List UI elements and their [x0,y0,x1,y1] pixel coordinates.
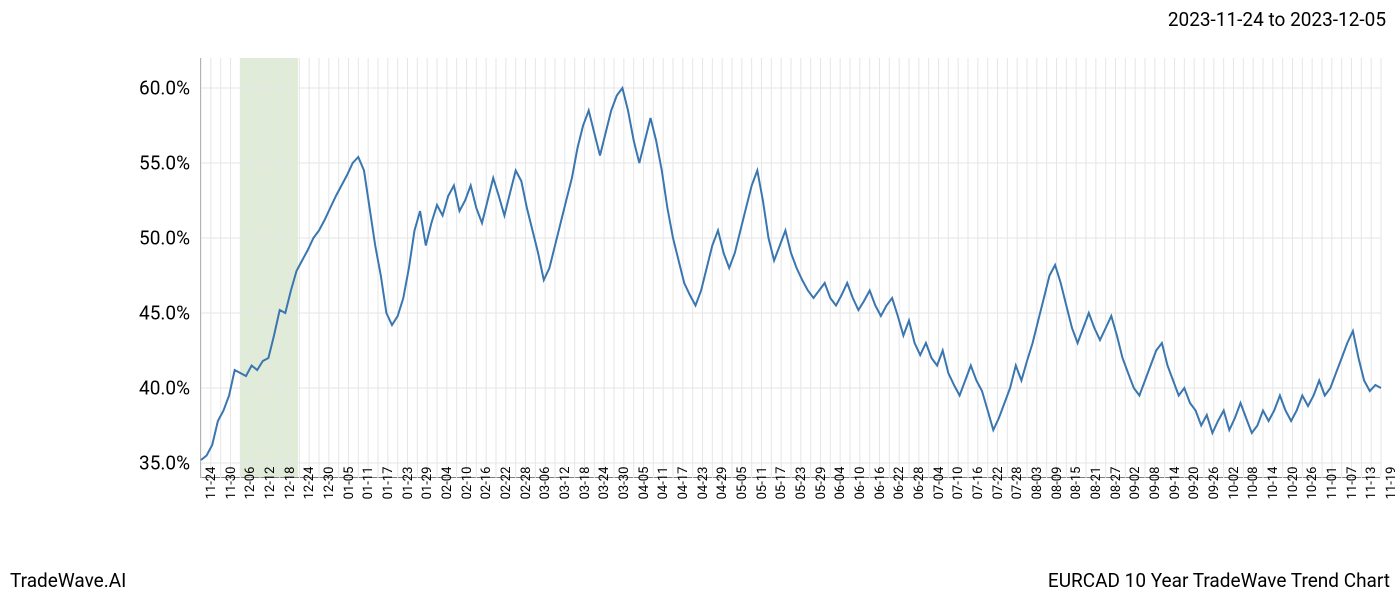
x-tick-label: 08-15 [1069,467,1084,500]
x-tick-label: 11-24 [204,467,219,500]
x-tick-label: 07-28 [1010,467,1025,500]
x-tick-label: 11-13 [1364,467,1379,500]
x-tick-label: 11-30 [224,467,239,500]
x-tick-label: 10-02 [1227,467,1242,500]
x-tick-label: 04-23 [696,467,711,500]
y-tick-label: 50.0% [139,227,190,250]
x-tick-label: 04-17 [676,467,691,500]
x-tick-label: 02-10 [460,467,475,500]
x-tick-label: 07-04 [932,467,947,500]
x-tick-label: 03-06 [538,467,553,500]
x-tick-label: 02-28 [519,467,534,500]
x-tick-label: 08-21 [1089,467,1104,500]
x-tick-label: 11-01 [1325,467,1340,500]
x-tick-label: 12-18 [283,467,298,500]
x-tick-label: 09-14 [1168,467,1183,500]
x-tick-label: 10-26 [1305,467,1320,500]
x-tick-label: 06-16 [873,467,888,500]
x-tick-label: 06-10 [853,467,868,500]
x-tick-label: 11-19 [1384,467,1399,500]
x-tick-label: 03-24 [597,467,612,500]
x-tick-label: 12-24 [302,467,317,500]
x-tick-label: 08-03 [1030,467,1045,500]
grid-group [201,58,1381,478]
x-tick-label: 01-23 [401,467,416,500]
x-tick-label: 08-09 [1050,467,1065,500]
x-tick-label: 05-05 [735,467,750,500]
x-tick-label: 10-14 [1266,467,1281,500]
x-tick-label: 10-20 [1286,467,1301,500]
x-tick-label: 12-12 [263,467,278,500]
x-tick-label: 03-30 [617,467,632,500]
x-tick-label: 09-08 [1148,467,1163,500]
footer-title: EURCAD 10 Year TradeWave Trend Chart [1048,569,1390,592]
x-tick-label: 06-22 [892,467,907,500]
x-tick-label: 09-02 [1128,467,1143,500]
line-chart-svg [201,58,1380,477]
x-tick-label: 01-29 [420,467,435,500]
x-tick-label: 05-11 [755,467,770,500]
x-tick-label: 05-23 [794,467,809,500]
x-tick-label: 10-08 [1246,467,1261,500]
footer-brand: TradeWave.AI [10,569,126,592]
x-tick-label: 03-12 [558,467,573,500]
x-tick-label: 01-05 [342,467,357,500]
x-tick-label: 05-29 [814,467,829,500]
x-tick-label: 08-27 [1109,467,1124,500]
x-tick-label: 07-16 [971,467,986,500]
x-tick-label: 02-16 [479,467,494,500]
x-tick-label: 05-17 [774,467,789,500]
x-tick-label: 02-04 [440,467,455,500]
x-tick-label: 07-10 [951,467,966,500]
x-tick-label: 01-11 [361,467,376,500]
chart-container: 2023-11-24 to 2023-12-05 35.0% 40.0% 45.0%… [0,0,1400,600]
date-range-label: 2023-11-24 to 2023-12-05 [1168,8,1386,31]
y-tick-label: 60.0% [139,77,190,100]
x-tick-label: 04-11 [656,467,671,500]
y-tick-label: 45.0% [139,302,190,325]
x-tick-label: 04-29 [715,467,730,500]
y-tick-label: 40.0% [139,377,190,400]
x-tick-label: 03-18 [578,467,593,500]
x-tick-label: 07-22 [991,467,1006,500]
x-tick-label: 09-26 [1207,467,1222,500]
x-tick-label: 12-06 [243,467,258,500]
plot-area [200,58,1380,478]
x-tick-label: 02-22 [499,467,514,500]
x-tick-label: 06-04 [833,467,848,500]
x-tick-label: 12-30 [322,467,337,500]
x-tick-label: 04-05 [637,467,652,500]
x-tick-label: 06-28 [912,467,927,500]
x-tick-label: 09-20 [1187,467,1202,500]
y-tick-label: 35.0% [139,452,190,475]
y-tick-label: 55.0% [139,152,190,175]
x-tick-label: 11-07 [1345,467,1360,500]
x-tick-label: 01-17 [381,467,396,500]
